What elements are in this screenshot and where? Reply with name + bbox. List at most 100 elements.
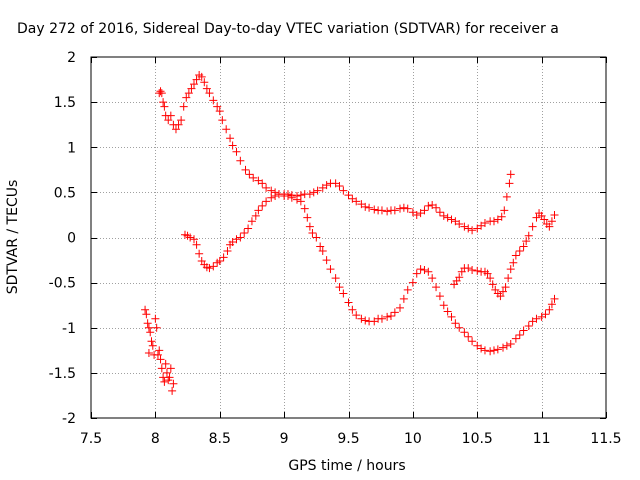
data-point [267,186,276,195]
data-point [361,316,370,325]
data-point [251,211,260,220]
data-point [202,84,211,93]
x-tick-label: 9.5 [337,431,359,447]
data-point [522,237,531,246]
data-point [486,274,495,283]
data-point [228,141,237,150]
data-point [435,292,444,301]
y-tick-label: -1.5 [49,366,76,382]
data-point [316,242,325,251]
data-point [541,310,550,319]
y-tick-label: 0 [67,231,76,247]
data-point [489,346,498,355]
data-point [232,147,241,156]
data-point [403,285,412,294]
data-point [331,274,340,283]
data-point [151,314,160,323]
data-point [496,292,505,301]
data-point [524,231,533,240]
data-point [455,273,464,282]
data-point [335,182,344,191]
data-point [171,125,180,134]
data-point [271,191,280,200]
data-point [219,253,228,262]
data-point [226,134,235,143]
data-point [499,287,507,296]
data-point [532,314,541,323]
data-point [247,217,256,226]
data-point [156,87,165,96]
data-point [497,212,506,221]
data-point [502,341,511,350]
data-point [305,190,314,199]
data-point [390,308,399,317]
data-point [447,312,456,321]
data-point [322,181,331,190]
data-point [486,347,495,356]
data-point [245,170,254,179]
data-point [386,312,395,321]
data-point [287,191,296,200]
data-point [305,222,314,231]
data-point [519,242,528,251]
data-point [502,192,511,201]
data-point [296,191,305,200]
data-point [439,301,448,310]
data-point [309,188,318,197]
data-point [147,337,156,346]
data-point [157,364,166,373]
data-point [213,102,222,111]
data-point [493,345,502,354]
data-point [308,228,317,237]
data-point [168,386,177,395]
data-point [300,204,309,213]
data-point [313,186,322,195]
data-point [344,298,353,307]
data-point [215,256,224,265]
data-point [157,89,166,98]
data-point [455,219,464,228]
data-point [244,224,253,233]
data-point [223,247,232,256]
data-point [550,210,559,219]
data-point [399,203,408,212]
data-point [488,280,497,289]
data-point [160,102,169,111]
data-point [283,190,292,199]
data-point [420,206,429,215]
data-point [335,283,344,292]
data-point [182,93,191,102]
data-point [547,217,556,226]
data-point [192,240,201,249]
data-point [396,303,404,312]
data-point [339,289,348,298]
data-point [361,202,370,211]
data-points [141,71,559,395]
data-point [192,75,201,84]
data-point [432,283,441,292]
chart-title: Day 272 of 2016, Sidereal Day-to-day VTE… [17,21,559,37]
data-point [399,294,408,303]
data-point [477,344,486,353]
data-point [160,377,169,386]
data-point [519,326,528,335]
x-tick-label: 10 [404,431,422,447]
x-tick-label: 11 [533,431,551,447]
data-point [344,191,353,200]
data-point [184,89,193,98]
x-tick-label: 9 [280,431,289,447]
data-point [141,305,150,314]
data-point [500,206,509,215]
data-point [377,206,386,215]
data-point [464,332,473,341]
y-tick-label: 2 [67,50,76,66]
data-point [511,334,520,343]
data-point [545,222,554,231]
y-tick-label: 0.5 [54,185,76,201]
data-point [166,111,175,120]
series-3 [180,170,515,273]
data-point [205,89,214,98]
data-point [460,328,469,337]
data-point [455,323,464,332]
data-point [383,207,392,216]
